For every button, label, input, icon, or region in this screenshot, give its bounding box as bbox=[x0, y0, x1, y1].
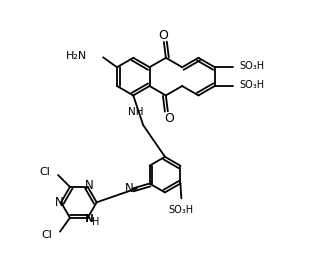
Text: H: H bbox=[92, 217, 100, 227]
Text: N: N bbox=[85, 179, 94, 192]
Text: SO₃H: SO₃H bbox=[169, 205, 194, 215]
Text: H₂N: H₂N bbox=[66, 51, 87, 61]
Text: SO₃H: SO₃H bbox=[240, 80, 265, 90]
Text: NH: NH bbox=[128, 107, 144, 117]
Text: N: N bbox=[126, 182, 134, 195]
Text: N: N bbox=[86, 214, 94, 224]
Text: O: O bbox=[164, 112, 174, 125]
Text: SO₃H: SO₃H bbox=[240, 61, 265, 71]
Text: N: N bbox=[84, 214, 93, 224]
Text: N: N bbox=[55, 196, 64, 209]
Text: Cl: Cl bbox=[39, 167, 50, 177]
Text: Cl: Cl bbox=[41, 230, 52, 239]
Text: O: O bbox=[158, 28, 168, 42]
